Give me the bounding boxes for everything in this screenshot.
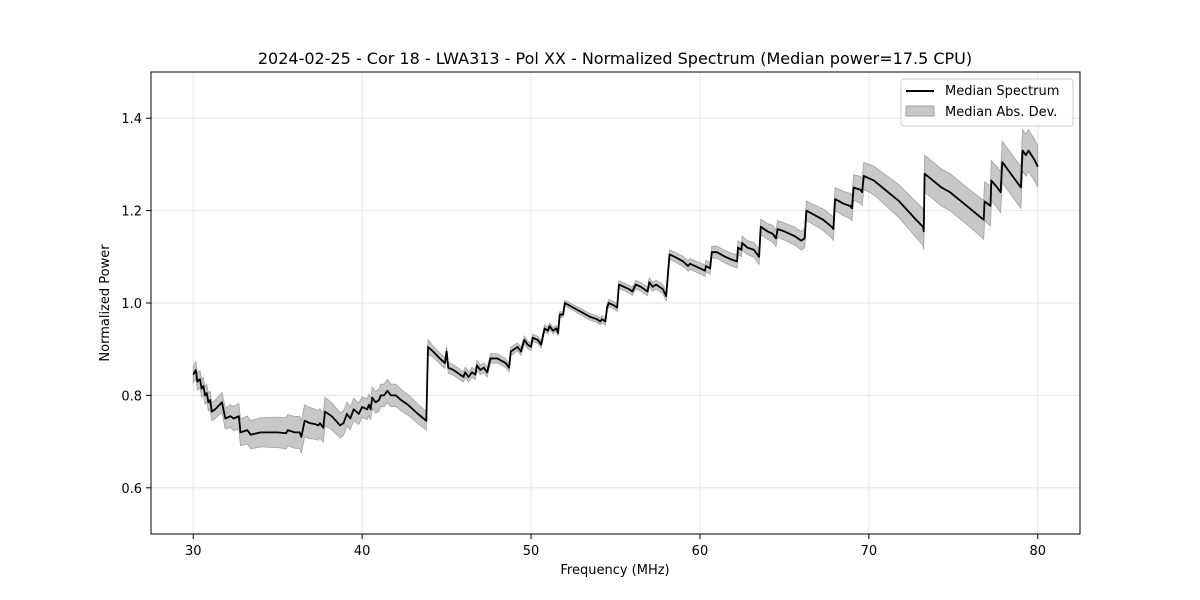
- x-tick-label: 70: [861, 544, 878, 559]
- x-axis-label: Frequency (MHz): [560, 563, 669, 578]
- median-line-layer: [192, 149, 1039, 438]
- y-tick-label: 0.8: [121, 389, 142, 404]
- legend: Median Spectrum Median Abs. Dev.: [900, 78, 1074, 127]
- y-tick-label: 1.0: [121, 297, 142, 312]
- x-tick-label: 80: [1029, 544, 1046, 559]
- y-tick-label: 1.2: [121, 205, 142, 220]
- median-spectrum-line: [192, 149, 1039, 438]
- x-tick-label: 40: [354, 544, 371, 559]
- mad-band-layer: [192, 128, 1039, 455]
- chart-title: 2024-02-25 - Cor 18 - LWA313 - Pol XX - …: [258, 49, 972, 68]
- y-axis-ticks: 0.6 0.8 1.0 1.2 1.4: [121, 112, 151, 497]
- y-tick-label: 1.4: [121, 112, 142, 127]
- x-tick-label: 30: [185, 544, 202, 559]
- x-axis-ticks: 30 40 50 60 70 80: [185, 534, 1046, 559]
- x-tick-label: 60: [692, 544, 709, 559]
- legend-swatch-mad-band: [905, 105, 935, 117]
- y-tick-label: 0.6: [121, 482, 142, 497]
- legend-label-median-spectrum: Median Spectrum: [945, 84, 1059, 99]
- legend-box: [900, 78, 1074, 127]
- legend-label-mad-band: Median Abs. Dev.: [945, 105, 1057, 120]
- mad-band: [192, 128, 1039, 455]
- y-axis-label: Normalized Power: [98, 244, 113, 362]
- x-tick-label: 50: [523, 544, 540, 559]
